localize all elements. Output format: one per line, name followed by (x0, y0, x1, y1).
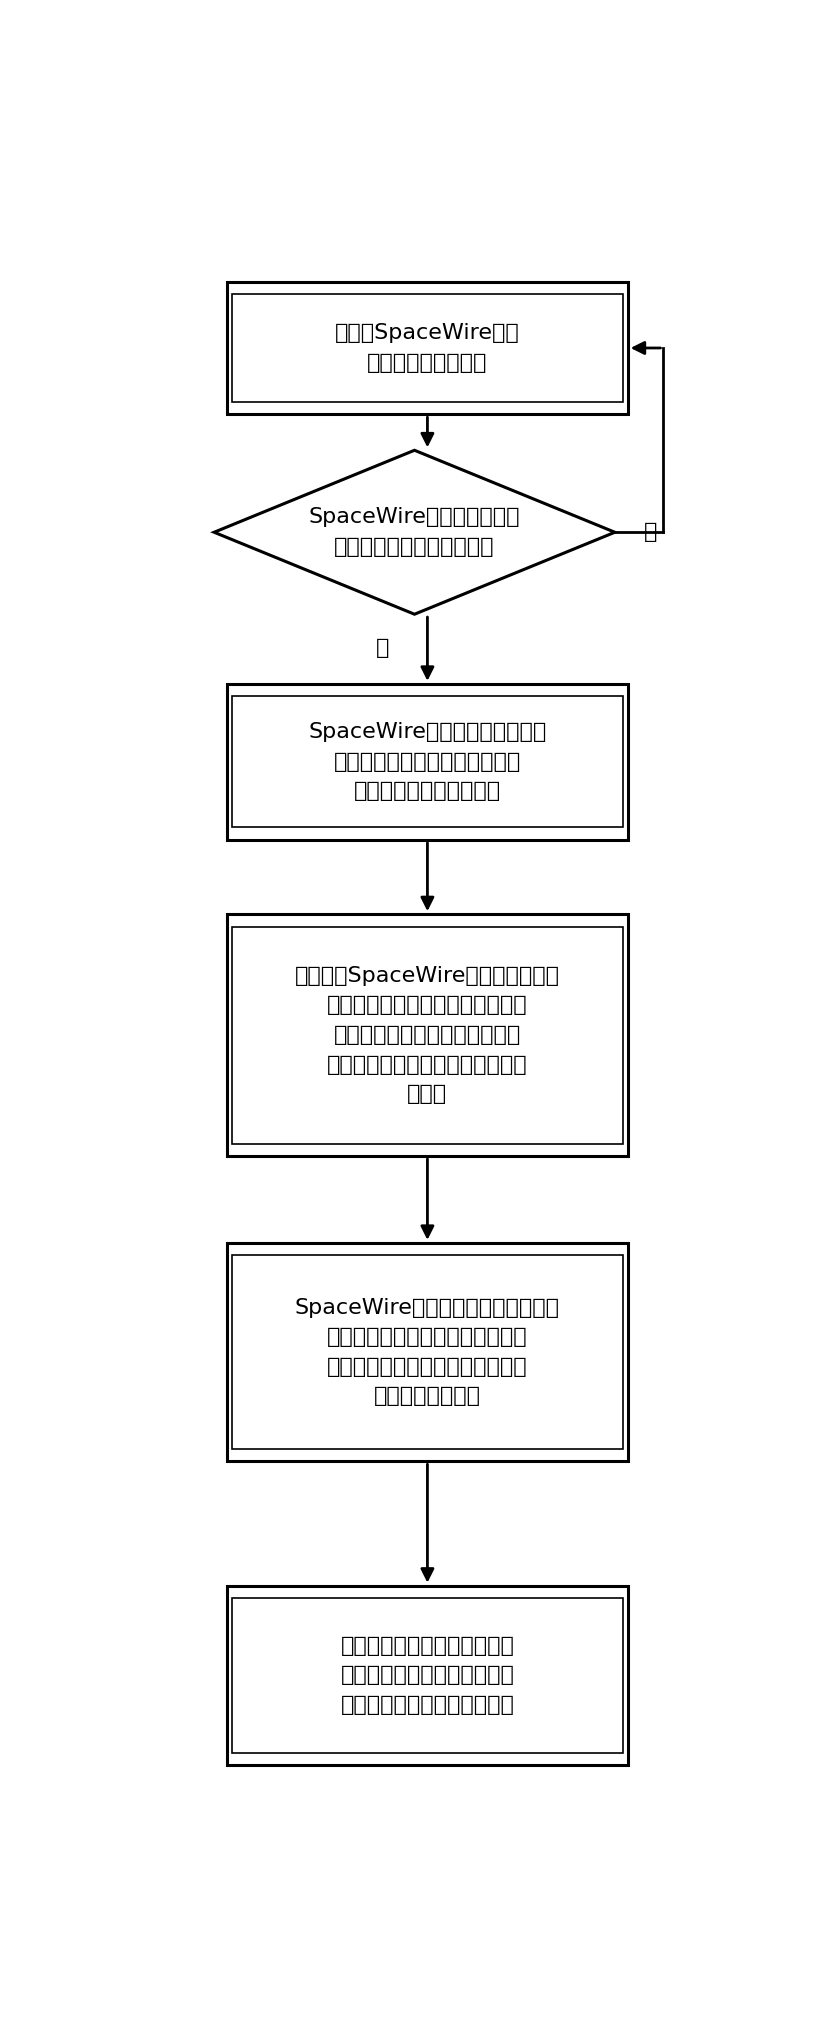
Bar (227, 282, 628, 414)
Text: SpaceWire路由器判断网络
系统中是否有新节点加入？: SpaceWire路由器判断网络 系统中是否有新节点加入？ (309, 507, 520, 558)
Bar (232, 1598, 623, 1752)
Text: 新加入SpaceWire节点
广播路由请求数据包: 新加入SpaceWire节点 广播路由请求数据包 (335, 322, 520, 373)
Bar (232, 1255, 623, 1448)
Bar (232, 294, 623, 402)
Text: 已存在的SpaceWire节点根据路由请
求数据包，更新存储的其它节点的
信息，并发送路由请求回复数据
包，将自己相关信息发送给新加入
节点。: 已存在的SpaceWire节点根据路由请 求数据包，更新存储的其它节点的 信息，… (295, 965, 560, 1105)
Bar (227, 1243, 628, 1462)
Bar (232, 927, 623, 1144)
Text: SpaceWire路由器收到路由请求回复
数据包后，更新数据包中的物理地
址信息并根据路由表信息将该数据
包给新加入节点。: SpaceWire路由器收到路由请求回复 数据包后，更新数据包中的物理地 址信息… (295, 1298, 560, 1407)
Bar (232, 696, 623, 827)
Bar (227, 683, 628, 840)
Text: 新加入节点则根据各个路由请
求回复数据包中的相关信息，
更新所存储的其它节点的信息: 新加入节点则根据各个路由请 求回复数据包中的相关信息， 更新所存储的其它节点的信… (340, 1637, 515, 1716)
Text: 否: 否 (644, 523, 657, 541)
Polygon shape (214, 450, 615, 614)
Bar (227, 1586, 628, 1764)
Text: 是: 是 (375, 637, 389, 657)
Bar (227, 915, 628, 1156)
Text: SpaceWire路由器根据路由请求
数据包中的信息，更新路由表并
转发广播路由请求数据包: SpaceWire路由器根据路由请求 数据包中的信息，更新路由表并 转发广播路由… (309, 722, 546, 801)
